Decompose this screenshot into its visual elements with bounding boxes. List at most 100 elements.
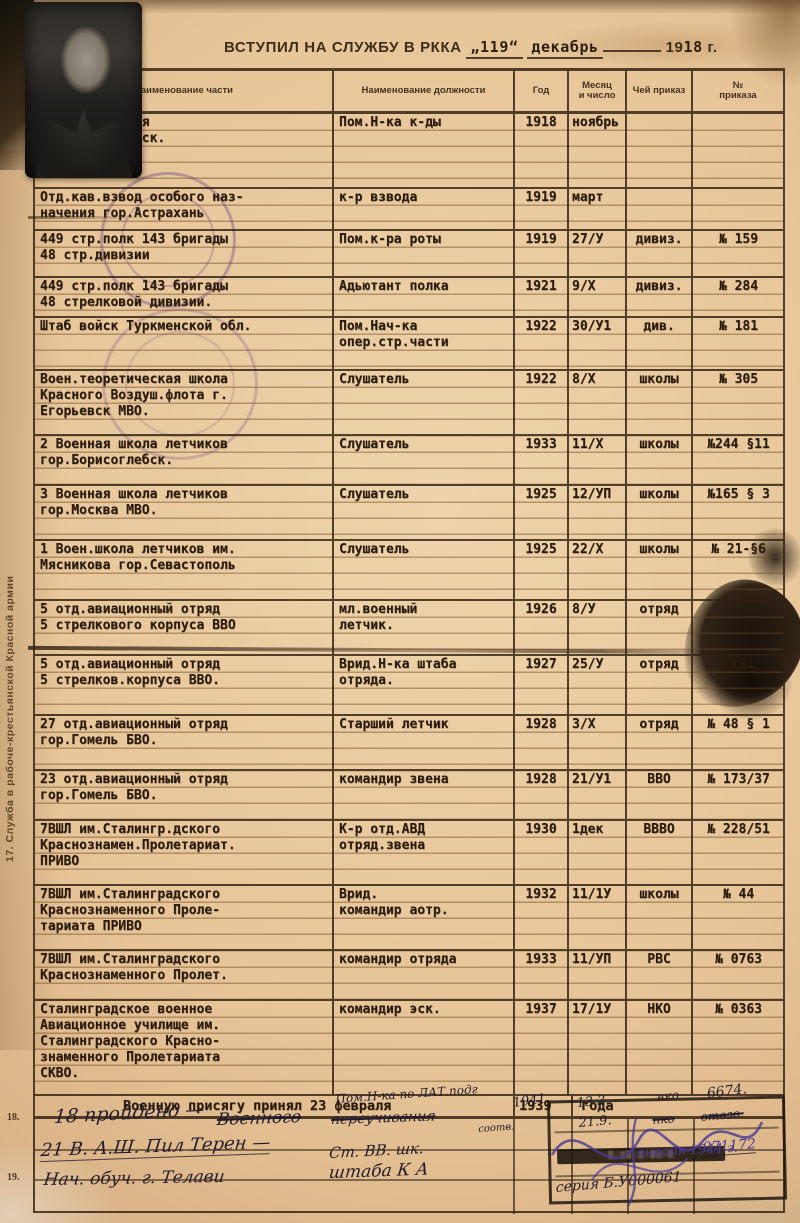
handwritten-note: 13.3. [576,1093,611,1111]
cell-month: 8/У [569,601,627,654]
header-unit: Наименование части [35,71,334,111]
cell-unit: 449 стр.полк 143 бригады 48 стрелковой д… [35,278,334,316]
table-row: 3 Военная школа летчиков гор.Москва МВО.… [35,486,783,541]
cell-number: №244 §11 [693,436,783,484]
table-row: Сталинградское военное Авиационное учили… [35,1001,783,1096]
margin-vertical-caption: 17. Служба в рабоче-крестьянской Красной… [4,575,16,862]
cell-order: школы [627,436,693,484]
table-row: 7ВШЛ им.Сталингр.дского Краснознамен.Про… [35,821,783,886]
cell-position: Адьютант полка [334,278,515,316]
table-row: 23 отд.авиационный отряд гор.Гомель БВО.… [35,771,783,821]
cell-number: № 48 § 1 [693,716,783,769]
oath-divider [571,1096,573,1116]
cell-unit: 2 Военная школа летчиков гор.Борисоглебс… [35,436,334,484]
title-blank-line [602,50,661,52]
cell-number [693,114,783,187]
title-year-typed: 18 [683,38,703,56]
oath-divider [513,1096,515,1116]
cell-month: 3/Х [569,716,627,769]
document-title: ВСТУПИЛ НА СЛУЖБУ В РККА „119“ декабрь 1… [224,38,784,59]
cell-number: №161 [693,656,783,714]
cell-unit: 7ВШЛ им.Сталингр.дского Краснознамен.Про… [35,821,334,884]
table-row: Отд.пулеметная к-да закаспийск. фронт По… [35,114,783,189]
cell-position: командир эск. [334,1001,515,1094]
table-body: Отд.пулеметная к-да закаспийск. фронт По… [35,114,783,1096]
cell-unit: 3 Военная школа летчиков гор.Москва МВО. [35,486,334,539]
cell-unit: 5 отд.авиационный отряд 5 стрелкового ко… [35,601,334,654]
cell-order: отряд [627,716,693,769]
cell-unit: 27 отд.авиационный отряд гор.Гомель БВО. [35,716,334,769]
footer-column-line [693,1119,695,1214]
cell-year: 1918 [515,114,569,187]
table-row: 5 отд.авиационный отряд 5 стрелков.корпу… [35,656,783,716]
cell-unit: Сталинградское военное Авиационное учили… [35,1001,334,1094]
cell-number [693,601,783,654]
cell-unit: 7ВШЛ им.Сталинградского Краснознаменного… [35,886,334,949]
margin-number-18: 18. [7,1112,20,1123]
cell-number: № 159 [693,231,783,276]
table-row: 5 отд.авиационный отряд 5 стрелкового ко… [35,601,783,656]
cell-number: № 284 [693,278,783,316]
oath-row: Военную присягу принял 23 февраля 1939 г… [35,1096,783,1119]
cell-order [627,114,693,187]
cell-position: к-р взвода [334,189,515,229]
cell-position: Слушатель [334,371,515,434]
cell-year: 1922 [515,318,569,369]
cell-year: 1933 [515,436,569,484]
cell-position: Слушатель [334,541,515,599]
cell-order: РВС [627,951,693,999]
cell-number: № 305 [693,371,783,434]
cell-unit: 1 Воен.школа летчиков им. Мясникова гор.… [35,541,334,599]
cell-number [693,189,783,229]
cell-month: ноябрь [569,114,627,187]
handwritten-note-struck: Военного [215,1107,303,1131]
cell-unit: 5 отд.авиационный отряд 5 стрелков.корпу… [35,656,334,714]
oath-year: 1939 [519,1098,552,1114]
cell-order: дивиз. [627,231,693,276]
table-row: 2 Военная школа летчиков гор.Борисоглебс… [35,436,783,486]
cell-number: № 173/37 [693,771,783,819]
cell-position: К-р отд.АВД отряд.звена [334,821,515,884]
cell-year: 1919 [515,231,569,276]
margin-number-19: 19. [7,1172,20,1183]
cell-position: Пом.Нач-ка опер.стр.части [334,318,515,369]
cell-position: командир звена [334,771,515,819]
service-table: Наименование части Наименование должност… [33,68,785,1214]
handwritten-note: 21.9. [578,1113,613,1131]
cell-month: 17/1У [569,1001,627,1094]
cell-year: 1930 [515,821,569,884]
cell-order: школы [627,886,693,949]
cell-month: 9/Х [569,278,627,316]
cell-unit: Штаб войск Туркменской обл. [35,318,334,369]
cell-year: 1925 [515,486,569,539]
footer-rule-line [35,1149,783,1151]
title-day: „119“ [466,38,523,59]
title-prefix: ВСТУПИЛ НА СЛУЖБУ В РККА [224,39,462,56]
cell-unit: 449 стр.полк 143 бригады 48 стр.дивизии [35,231,334,276]
cell-number: № 21-§6 [693,541,783,599]
cell-year: 1919 [515,189,569,229]
title-month: декабрь [527,38,603,59]
cell-year: 1922 [515,371,569,434]
cell-position: Врид.Н-ка штаба отряда. [334,656,515,714]
footer-column-line [513,1119,515,1214]
cell-year: 1926 [515,601,569,654]
cell-position: командир отряда [334,951,515,999]
table-row: 449 стр.полк 143 бригады 48 стр.дивизии … [35,231,783,278]
header-order: Чей приказ [627,71,693,111]
cell-month: 11/Х [569,436,627,484]
cell-number: № 181 [693,318,783,369]
cell-unit: 23 отд.авиационный отряд гор.Гомель БВО. [35,771,334,819]
cell-number: №165 § 3 [693,486,783,539]
cell-order: див. [627,318,693,369]
cell-order: НКО [627,1001,693,1094]
cell-number: № 44 [693,886,783,949]
cell-year: 1933 [515,951,569,999]
cell-number: № 228/51 [693,821,783,884]
cell-position: Старший летчик [334,716,515,769]
cell-year: 1937 [515,1001,569,1094]
footer-column-line [571,1119,573,1214]
handwritten-note: Нач. обуч. г. Телави [42,1166,226,1191]
cell-year: 1921 [515,278,569,316]
